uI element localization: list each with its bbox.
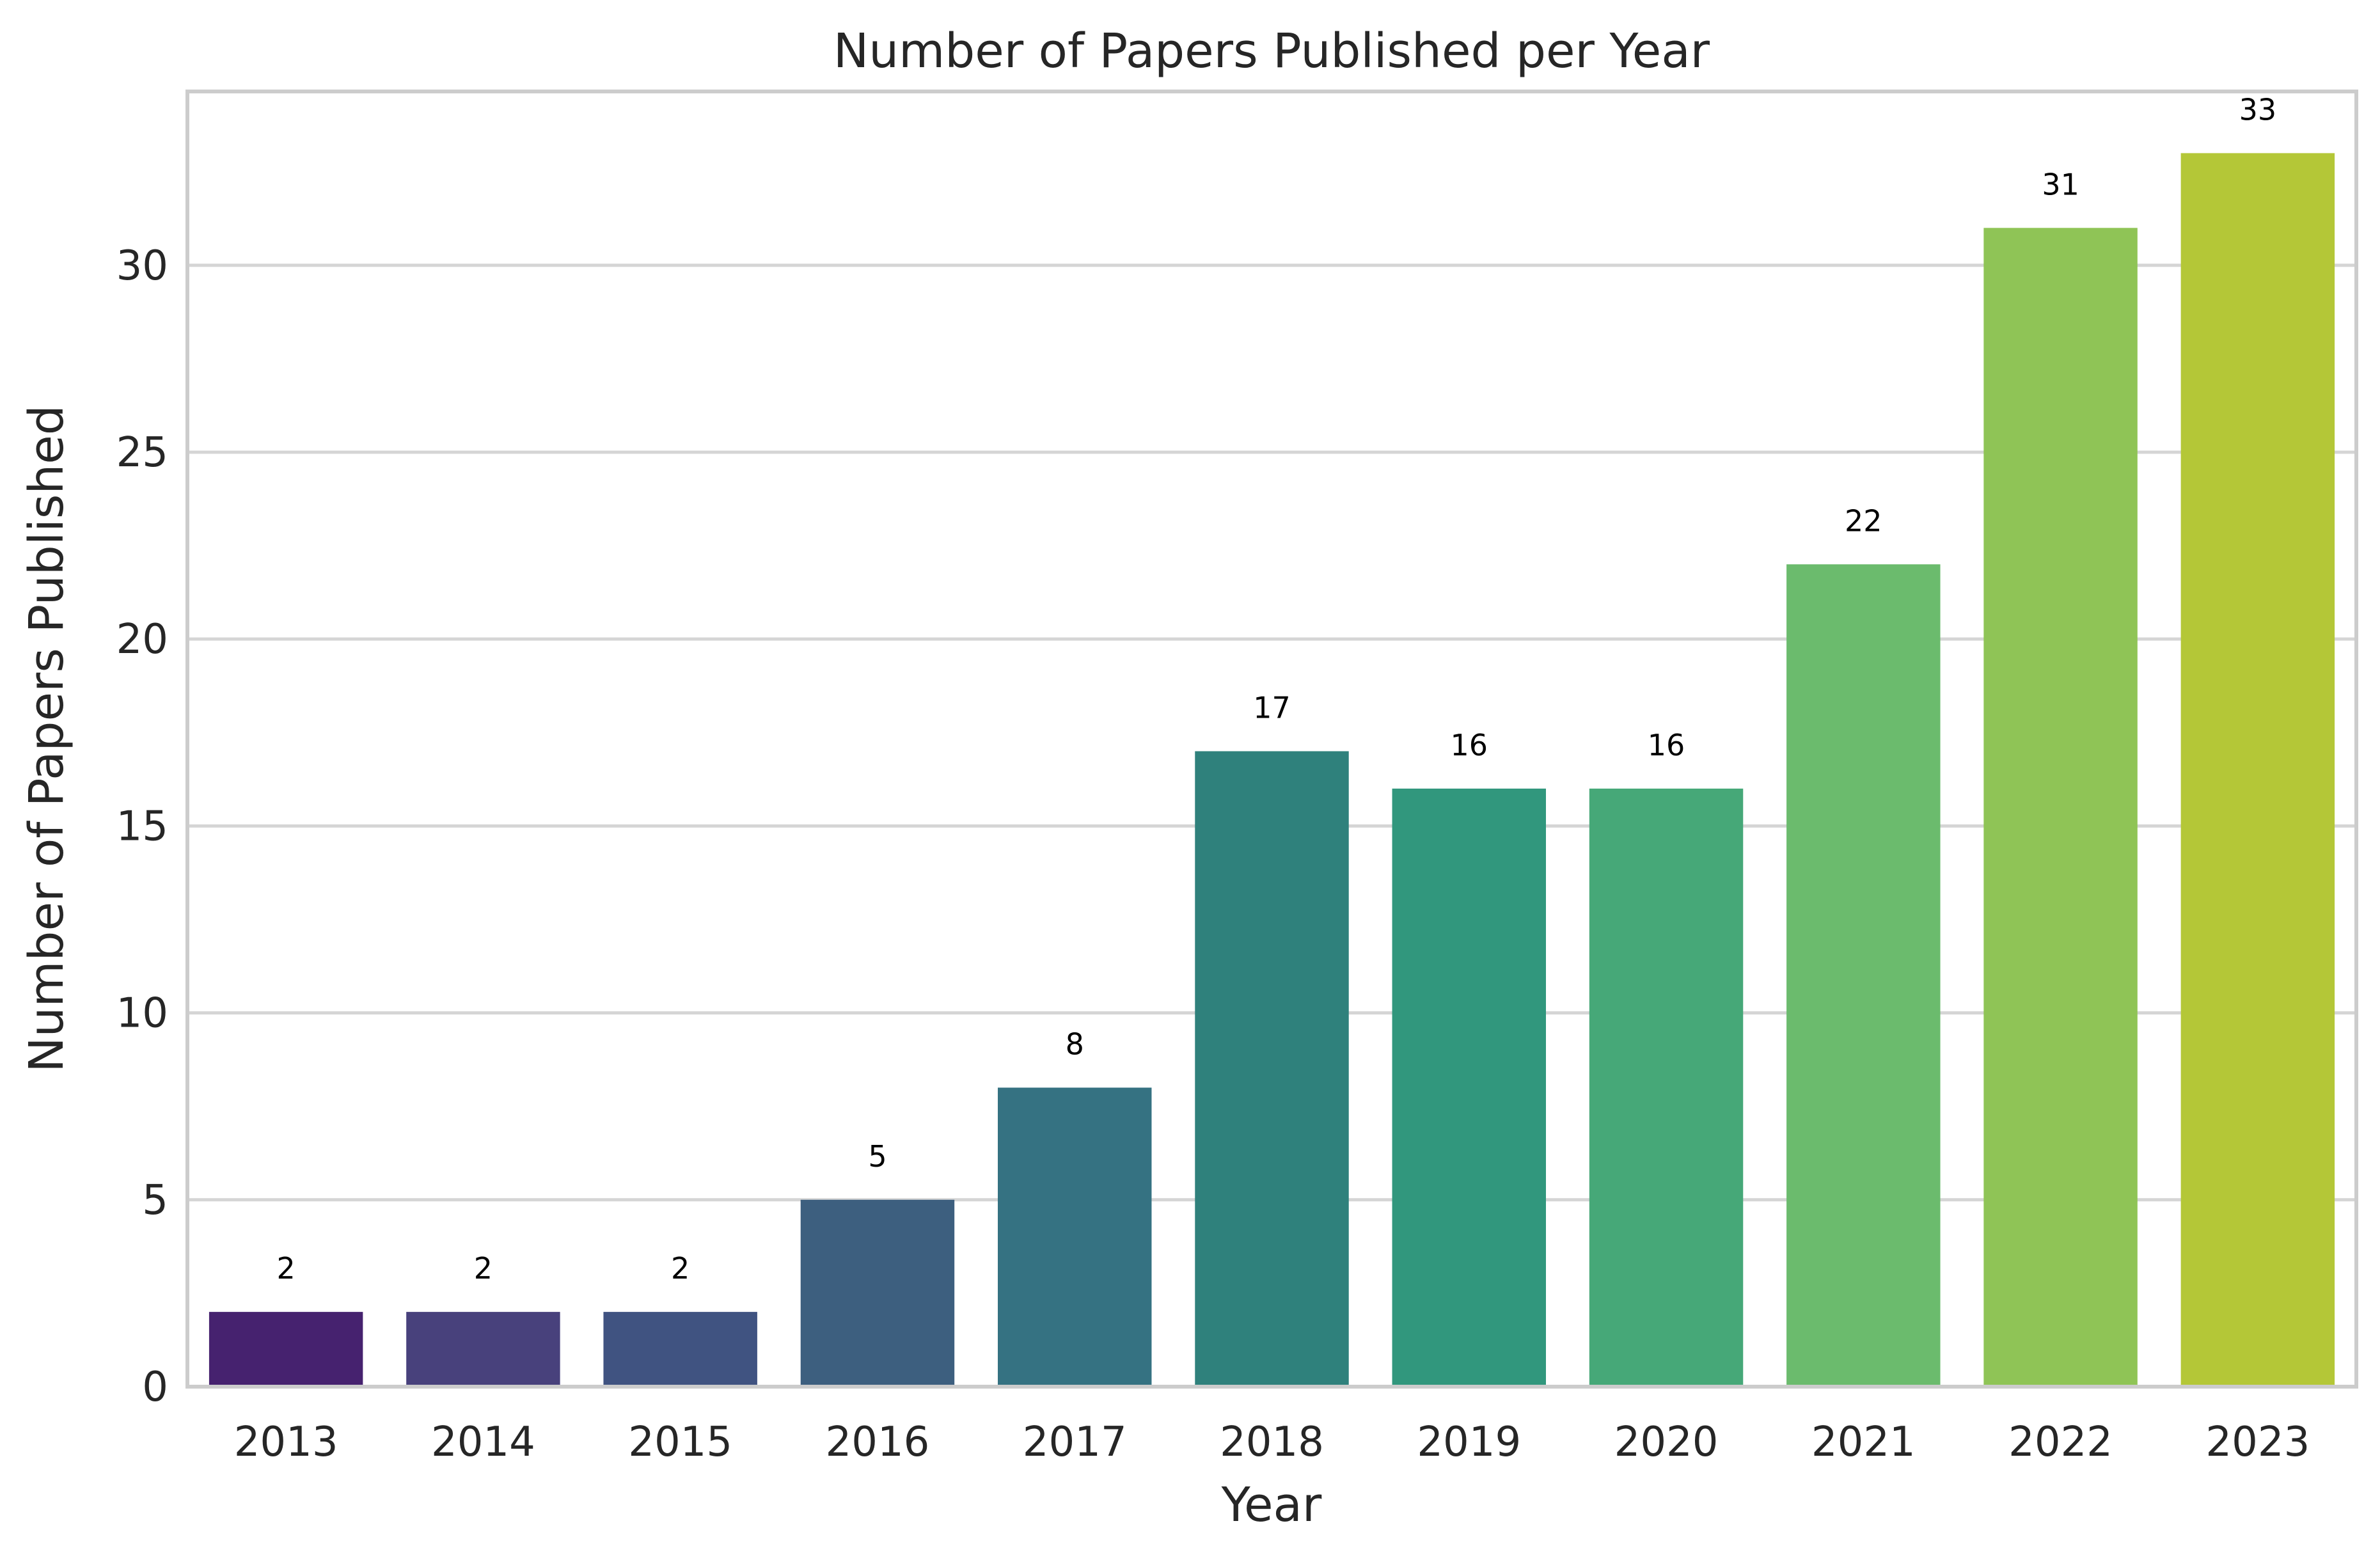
chart-title: Number of Papers Published per Year <box>833 24 1710 79</box>
bars <box>209 153 2335 1387</box>
data-label-2015: 2 <box>671 1251 690 1286</box>
x-axis-ticks: 2013 2014 2015 2016 2017 2018 2019 2020 2021 2022… <box>234 1419 2310 1466</box>
bar-2022 <box>1983 228 2138 1387</box>
x-tick-label-2015: 2015 <box>628 1419 732 1466</box>
bar-2018 <box>1195 751 1349 1387</box>
bar-2016 <box>800 1199 955 1387</box>
x-tick-label-2018: 2018 <box>1220 1419 1324 1466</box>
x-tick-label-2016: 2016 <box>826 1419 930 1466</box>
y-tick-label: 10 <box>116 990 168 1037</box>
x-tick-label-2020: 2020 <box>1614 1419 1719 1466</box>
x-tick-label-2022: 2022 <box>2008 1419 2113 1466</box>
y-tick-label: 25 <box>116 429 168 477</box>
x-tick-label-2021: 2021 <box>1811 1419 1916 1466</box>
data-label-2018: 17 <box>1253 690 1291 725</box>
bar-2014 <box>406 1312 560 1387</box>
bar-2020 <box>1589 788 1744 1387</box>
x-tick-label-2014: 2014 <box>431 1419 535 1466</box>
bar-2017 <box>998 1087 1152 1387</box>
x-tick-label-2013: 2013 <box>234 1419 338 1466</box>
bar-2015 <box>603 1312 757 1387</box>
y-tick-label: 5 <box>142 1177 168 1224</box>
y-axis-label: Number of Papers Published <box>19 405 74 1073</box>
data-label-2021: 22 <box>1845 503 1882 538</box>
data-label-2014: 2 <box>474 1251 493 1286</box>
x-tick-label-2019: 2019 <box>1417 1419 1521 1466</box>
x-tick-label-2017: 2017 <box>1023 1419 1127 1466</box>
y-axis-ticks: 0 5 10 15 20 25 30 <box>116 242 168 1411</box>
y-tick-label: 15 <box>116 803 168 850</box>
y-tick-label: 0 <box>142 1364 168 1411</box>
data-label-2020: 16 <box>1648 728 1685 762</box>
data-label-2016: 5 <box>868 1139 887 1174</box>
data-label-2019: 16 <box>1450 728 1488 762</box>
plot-frame <box>185 90 2358 1389</box>
data-label-2013: 2 <box>276 1251 295 1286</box>
x-tick-label-2023: 2023 <box>2205 1419 2310 1466</box>
x-axis-label: Year <box>1221 1477 1322 1532</box>
bar-2023 <box>2180 153 2335 1387</box>
bar-2021 <box>1786 564 1941 1387</box>
bar-2019 <box>1392 788 1546 1387</box>
y-tick-label: 30 <box>116 242 168 290</box>
y-tick-label: 20 <box>116 616 168 663</box>
data-label-2023: 33 <box>2239 92 2277 127</box>
data-label-2022: 31 <box>2042 167 2079 201</box>
bar-2013 <box>209 1312 363 1387</box>
data-label-2017: 8 <box>1066 1027 1084 1061</box>
